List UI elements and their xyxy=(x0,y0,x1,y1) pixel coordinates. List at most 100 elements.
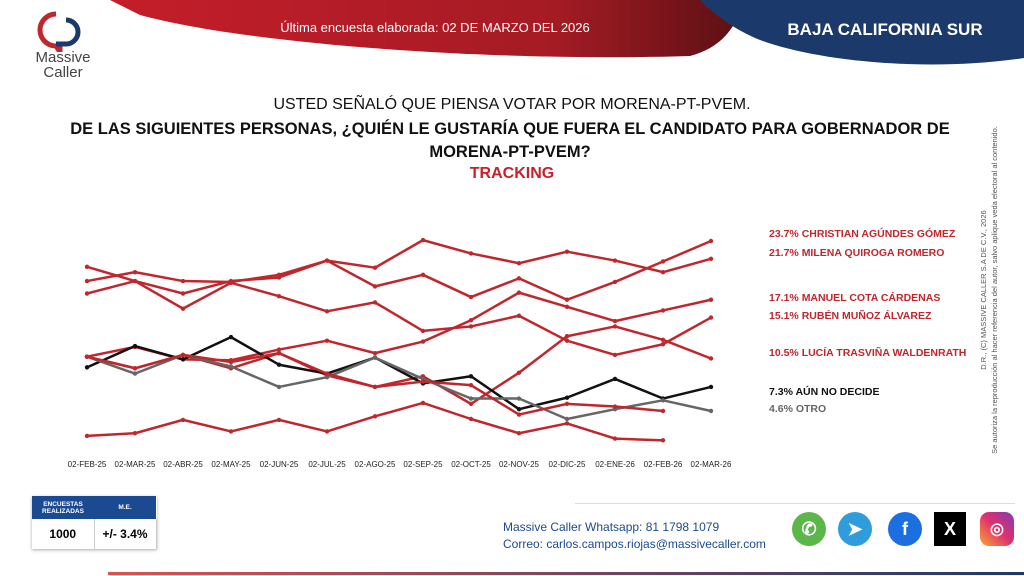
data-point xyxy=(468,251,474,256)
data-point xyxy=(516,407,522,412)
data-point xyxy=(516,370,522,375)
data-point xyxy=(228,359,234,365)
series-line xyxy=(86,239,712,301)
series-line xyxy=(86,238,712,284)
telegram-icon[interactable]: ➤ xyxy=(838,512,872,546)
data-point xyxy=(468,294,474,300)
x-tick-label: 02-OCT-25 xyxy=(451,460,491,469)
x-tick-label: 02-ABR-25 xyxy=(163,460,203,469)
data-point xyxy=(84,278,90,284)
surveys-label: ENCUESTAS REALIZADAS xyxy=(32,496,94,519)
data-point xyxy=(228,364,234,369)
data-point xyxy=(468,416,474,422)
survey-stats-table: ENCUESTAS REALIZADAS M.E. 1000 +/- 3.4% xyxy=(32,496,157,549)
data-point xyxy=(660,342,666,347)
data-point xyxy=(324,371,330,376)
me-value: +/- 3.4% xyxy=(94,519,157,549)
series-unlabeled-7 xyxy=(84,350,666,417)
data-point xyxy=(660,308,666,313)
x-icon[interactable]: X xyxy=(934,512,966,546)
x-tick-label: 02-JUN-25 xyxy=(259,460,299,469)
data-point xyxy=(612,404,618,409)
data-point xyxy=(564,297,570,302)
data-point xyxy=(276,272,282,278)
data-point xyxy=(420,272,426,278)
copyright-notice: D.R., (C) MASSIVE CALLER S.A DE C.V., 20… xyxy=(978,100,1018,480)
series-christian-ag-ndes-g-mez xyxy=(84,238,714,302)
data-point xyxy=(516,290,522,295)
data-point xyxy=(132,366,138,371)
data-point xyxy=(420,339,426,344)
data-point xyxy=(660,438,666,443)
data-point xyxy=(324,374,330,380)
data-point xyxy=(324,429,330,434)
data-point xyxy=(180,352,186,358)
data-point xyxy=(276,362,282,367)
series-line xyxy=(86,279,712,357)
data-point xyxy=(84,365,90,370)
instagram-icon[interactable]: ◎ xyxy=(980,512,1014,546)
massive-caller-logo xyxy=(37,11,81,52)
data-point xyxy=(516,396,522,401)
data-point xyxy=(372,414,378,419)
data-point xyxy=(420,379,426,384)
whatsapp-contact[interactable]: Massive Caller Whatsapp: 81 1798 1079 xyxy=(503,520,720,534)
data-point xyxy=(660,408,666,414)
question-intro: USTED SEÑALÓ QUE PIENSA VOTAR POR MORENA… xyxy=(273,96,751,113)
legend-item: 17.1% MANUEL COTA CÁRDENAS xyxy=(769,292,941,304)
series-luc-a-trasvi-a-waldenrath xyxy=(84,324,714,407)
email-contact[interactable]: Correo: carlos.campos.riojas@massivecall… xyxy=(503,537,766,551)
state-name: BAJA CALIFORNIA SUR xyxy=(787,20,983,39)
data-point xyxy=(516,412,522,417)
legend-item: 10.5% LUCÍA TRASVIÑA WALDENRATH xyxy=(769,347,967,359)
data-point xyxy=(180,291,186,296)
tracking-chart xyxy=(84,237,714,443)
data-point xyxy=(84,354,90,359)
series-line xyxy=(86,325,712,406)
data-point xyxy=(228,334,234,340)
data-point xyxy=(612,436,618,441)
series-line xyxy=(86,291,712,362)
me-label: M.E. xyxy=(94,496,156,519)
series-milena-quiroga-romero xyxy=(84,237,714,285)
data-point xyxy=(612,318,618,324)
chart-title: TRACKING xyxy=(469,165,555,182)
data-point xyxy=(132,431,138,436)
data-point xyxy=(372,350,378,356)
data-point xyxy=(708,256,714,261)
data-point xyxy=(516,431,522,436)
x-tick-label: 02-MAY-25 xyxy=(211,460,251,469)
whatsapp-icon[interactable]: ✆ xyxy=(792,512,826,546)
data-point xyxy=(468,318,474,323)
data-point xyxy=(708,297,714,302)
data-point xyxy=(612,279,618,285)
data-point xyxy=(564,421,570,426)
data-point xyxy=(660,337,666,342)
x-tick-label: 02-NOV-25 xyxy=(498,460,540,469)
data-point xyxy=(468,374,474,379)
legend-item: 4.6% OTRO xyxy=(769,403,827,415)
x-tick-label: 02-SEP-25 xyxy=(403,460,443,469)
legend-item: 21.7% MILENA QUIROGA ROMERO xyxy=(769,247,945,259)
data-point xyxy=(276,417,282,423)
logo-word-1: Massive xyxy=(35,49,91,66)
copyright-line-2: Se autoriza la reproducción al hacer ref… xyxy=(990,126,999,454)
legend-item: 15.1% RUBÉN MUÑOZ ÁLVAREZ xyxy=(769,310,932,322)
data-point xyxy=(420,328,426,334)
data-point xyxy=(468,324,474,329)
x-tick-label: 02-ENE-26 xyxy=(595,460,635,469)
contact-info: Massive Caller Whatsapp: 81 1798 1079 Co… xyxy=(503,519,766,553)
data-point xyxy=(468,396,474,401)
facebook-icon[interactable]: f xyxy=(888,512,922,546)
data-point xyxy=(516,313,522,318)
data-point xyxy=(468,401,474,407)
blue-banner xyxy=(700,0,1024,65)
data-point xyxy=(660,269,666,275)
data-point xyxy=(564,304,570,310)
data-point xyxy=(708,384,714,390)
data-point xyxy=(228,280,234,286)
data-point xyxy=(372,384,378,390)
x-tick-label: 02-JUL-25 xyxy=(308,460,346,469)
survey-date: Última encuesta elaborada: 02 DE MARZO D… xyxy=(280,20,590,35)
data-point xyxy=(468,382,474,388)
